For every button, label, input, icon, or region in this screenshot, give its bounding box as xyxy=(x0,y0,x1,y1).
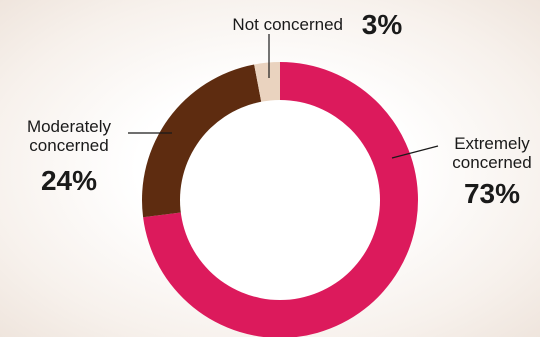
label-moderately-line2: concerned xyxy=(29,136,108,155)
value-label-extremely: 73% xyxy=(464,178,520,209)
label-extremely-line1: Extremely xyxy=(454,134,530,153)
label-extremely-line2: concerned xyxy=(452,153,531,172)
donut-hole xyxy=(180,100,380,300)
label-not-concerned: Not concerned xyxy=(232,15,343,34)
leader-line-extremely xyxy=(391,145,439,159)
value-label-moderately: 24% xyxy=(41,165,97,196)
label-moderately-line1: Moderately xyxy=(27,117,112,136)
value-label-not-concerned: 3% xyxy=(362,9,403,40)
